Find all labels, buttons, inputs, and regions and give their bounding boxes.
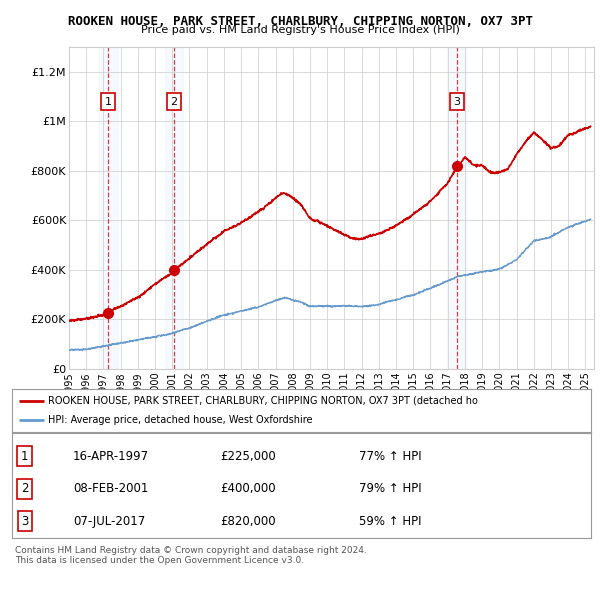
- Text: Price paid vs. HM Land Registry's House Price Index (HPI): Price paid vs. HM Land Registry's House …: [140, 25, 460, 35]
- Text: 07-JUL-2017: 07-JUL-2017: [73, 515, 145, 528]
- Text: ROOKEN HOUSE, PARK STREET, CHARLBURY, CHIPPING NORTON, OX7 3PT: ROOKEN HOUSE, PARK STREET, CHARLBURY, CH…: [67, 15, 533, 28]
- Text: ROOKEN HOUSE, PARK STREET, CHARLBURY, CHIPPING NORTON, OX7 3PT (detached ho: ROOKEN HOUSE, PARK STREET, CHARLBURY, CH…: [48, 396, 478, 406]
- Text: 3: 3: [453, 97, 460, 107]
- Text: £400,000: £400,000: [220, 482, 276, 495]
- Text: Contains HM Land Registry data © Crown copyright and database right 2024.
This d: Contains HM Land Registry data © Crown c…: [15, 546, 367, 565]
- Bar: [447, 47, 466, 369]
- Text: 1: 1: [21, 450, 28, 463]
- Text: £225,000: £225,000: [220, 450, 276, 463]
- Text: HPI: Average price, detached house, West Oxfordshire: HPI: Average price, detached house, West…: [48, 415, 313, 425]
- Text: 2: 2: [170, 97, 178, 107]
- Text: £820,000: £820,000: [220, 515, 276, 528]
- Bar: [99, 47, 118, 369]
- Text: 16-APR-1997: 16-APR-1997: [73, 450, 149, 463]
- Text: 79% ↑ HPI: 79% ↑ HPI: [359, 482, 422, 495]
- Text: 77% ↑ HPI: 77% ↑ HPI: [359, 450, 422, 463]
- Text: 3: 3: [21, 515, 28, 528]
- Text: 59% ↑ HPI: 59% ↑ HPI: [359, 515, 422, 528]
- Text: 1: 1: [105, 97, 112, 107]
- Text: 08-FEB-2001: 08-FEB-2001: [73, 482, 148, 495]
- Bar: [164, 47, 184, 369]
- Text: 2: 2: [21, 482, 28, 495]
